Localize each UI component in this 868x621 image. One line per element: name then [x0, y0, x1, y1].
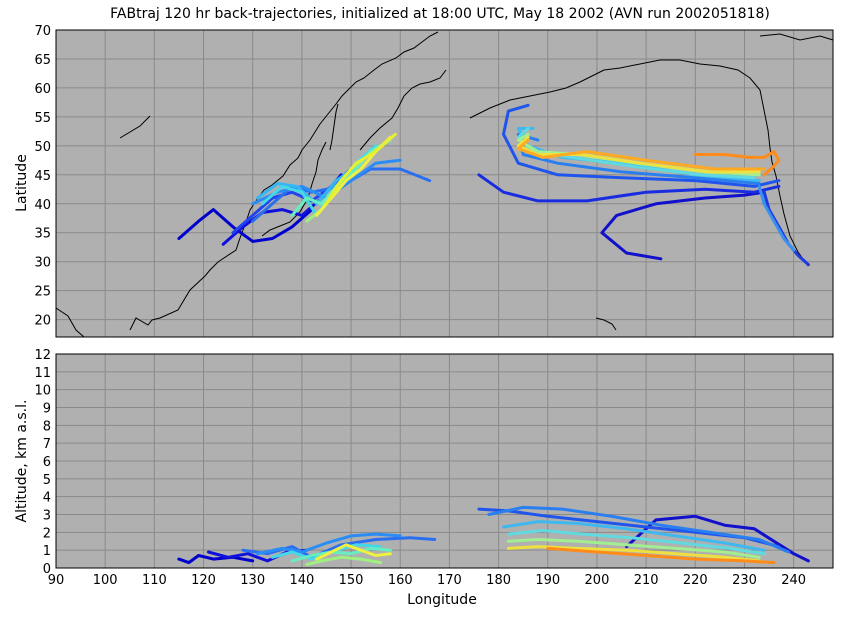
map-y-tick-label: 40: [34, 198, 51, 213]
map-y-tick-labels: 20 25 30 35 40 45 50 55 60 65 70: [34, 24, 51, 329]
alt-y-tick-label: 4: [43, 491, 51, 506]
x-tick-label: 240: [781, 573, 806, 588]
map-y-tick-label: 30: [34, 256, 51, 271]
alt-y-tick-label: 7: [43, 437, 51, 452]
map-trajectory-20: [693, 150, 781, 177]
alt-y-tick-label: 10: [34, 384, 51, 399]
coastline-alaska: [603, 59, 809, 267]
map-y-tick-label: 60: [34, 82, 51, 97]
alt-y-tick-label: 11: [34, 366, 51, 381]
alt-trajectory-13: [506, 538, 761, 559]
map-gridlines: [56, 30, 833, 337]
x-tick-label: 90: [48, 573, 65, 588]
coastline-islands: [119, 115, 151, 139]
alt-trajectory-11: [502, 520, 766, 552]
x-tick-label: 190: [535, 573, 560, 588]
map-y-tick-label: 50: [34, 140, 51, 155]
map-plot-area: [56, 30, 833, 337]
coastline-sakhalin: [329, 103, 339, 151]
x-tick-label: 110: [142, 573, 167, 588]
map-trajectories: [177, 103, 810, 267]
alt-trajectory-2: [241, 536, 437, 559]
map-trajectory-10: [325, 132, 397, 206]
alt-trajectory-3: [256, 532, 402, 556]
alt-trajectory-12: [506, 529, 766, 556]
map-y-tick-label: 65: [34, 53, 51, 68]
altitude-y-axis-label: Altitude, km a.s.l.: [14, 400, 30, 523]
alt-trajectory-7: [305, 555, 383, 566]
map-y-tick-label: 45: [34, 169, 51, 184]
altitude-frame: [55, 353, 834, 569]
x-tick-label: 170: [437, 573, 462, 588]
map-y-tick-label: 35: [34, 227, 51, 242]
alt-y-tick-label: 2: [43, 526, 51, 541]
map-frame: [55, 29, 834, 338]
map-trajectory-0: [177, 208, 314, 243]
x-tick-label: 220: [683, 573, 708, 588]
map-y-tick-label: 25: [34, 285, 51, 300]
coastline-asia-east: [55, 307, 85, 338]
alt-y-tick-label: 9: [43, 402, 51, 417]
map-trajectory-5: [256, 161, 363, 206]
alt-trajectory-14: [506, 545, 761, 563]
x-tick-label: 230: [732, 573, 757, 588]
alt-trajectory-8: [625, 514, 810, 563]
map-panel: 20 25 30 35 40 45 50 55 60 65 70 Latitude: [14, 24, 834, 338]
altitude-trajectories: [177, 505, 810, 566]
alt-trajectory-6: [315, 543, 392, 561]
coastline-hawaii: [595, 317, 617, 331]
alt-trajectory-15: [546, 546, 776, 565]
longitude-tick-labels: 90 100 110 120 130 140 150 160 170 180 190 200 210 22…: [48, 573, 806, 588]
map-y-tick-label: 20: [34, 314, 51, 329]
map-y-tick-label: 70: [34, 24, 51, 39]
alt-trajectory-0: [177, 554, 255, 565]
x-tick-label: 200: [585, 573, 610, 588]
x-tick-label: 160: [388, 573, 413, 588]
x-tick-label: 150: [339, 573, 364, 588]
x-tick-label: 180: [486, 573, 511, 588]
map-trajectory-12: [477, 173, 781, 203]
map-trajectory-22: [757, 184, 796, 252]
coastline-aleutians: [469, 69, 605, 119]
x-tick-label: 100: [93, 573, 118, 588]
map-trajectory-19: [516, 138, 766, 171]
x-tick-label: 120: [191, 573, 216, 588]
map-trajectory-3: [251, 167, 432, 223]
map-y-tick-label: 55: [34, 111, 51, 126]
x-tick-label: 130: [240, 573, 265, 588]
alt-y-tick-label: 12: [34, 348, 51, 363]
x-axis-label: Longitude: [407, 592, 477, 608]
x-tick-label: 210: [634, 573, 659, 588]
coastline-arctic: [759, 33, 834, 41]
alt-y-tick-label: 3: [43, 509, 51, 524]
alt-y-tick-label: 5: [43, 473, 51, 488]
map-trajectory-18: [516, 135, 761, 174]
map-trajectory-14: [516, 132, 761, 185]
map-trajectory-16: [516, 127, 756, 180]
map-trajectory-11: [600, 190, 766, 261]
alt-y-tick-label: 6: [43, 455, 51, 470]
alt-trajectory-5: [290, 546, 392, 563]
map-y-axis-label: Latitude: [14, 154, 30, 212]
coastline-kamchatka: [359, 69, 447, 151]
altitude-gridlines: [56, 354, 833, 568]
alt-trajectory-10: [487, 505, 791, 554]
map-trajectory-13: [502, 103, 781, 188]
x-tick-label: 140: [289, 573, 314, 588]
alt-y-tick-label: 8: [43, 419, 51, 434]
alt-y-tick-label: 0: [43, 562, 51, 577]
alt-y-tick-label: 1: [43, 544, 51, 559]
figure-title: FABtraj 120 hr back-trajectories, initia…: [110, 6, 770, 22]
coastline-korea-china: [129, 31, 439, 331]
